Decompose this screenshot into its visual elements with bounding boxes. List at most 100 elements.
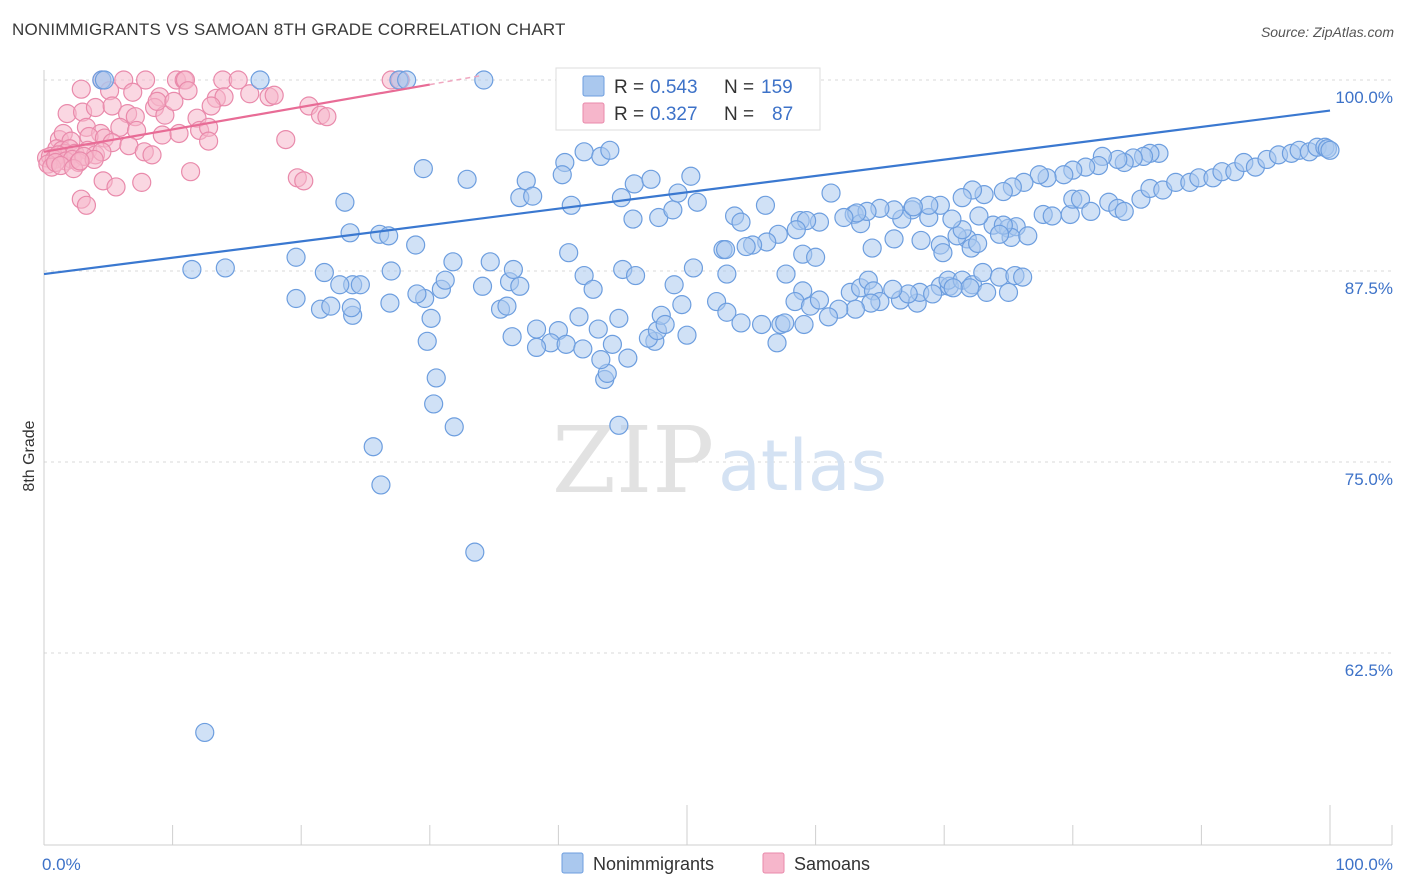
nonimmigrants-point-1	[94, 70, 115, 90]
nonimmigrants-point-226	[655, 314, 675, 335]
legend-swatch-samoans	[582, 102, 605, 124]
nonimmigrants-point-125	[413, 159, 433, 179]
nonimmigrants-point-209	[1013, 267, 1033, 287]
samoans-point-12	[123, 82, 143, 102]
nonimmigrants-point-173	[510, 276, 530, 296]
nonimmigrants-point-143	[717, 264, 737, 284]
nonimmigrants-point-7	[286, 247, 306, 267]
nonimmigrants-point-116	[736, 236, 756, 257]
nonimmigrants-point-189	[767, 333, 787, 353]
nonimmigrants-point-227	[625, 265, 646, 286]
nonimmigrants-point-4	[397, 70, 417, 90]
nonimmigrants-point-17	[611, 188, 632, 208]
nonimmigrants-point-231	[609, 415, 629, 435]
samoans-point-2	[135, 70, 156, 90]
correlation-legend: R = 0.543 N = 159 R = 0.327 N = 87	[555, 67, 821, 131]
nonimmigrants-point-233	[573, 339, 593, 359]
legend-swatch-nonimmigrants	[582, 75, 605, 97]
nonimmigrants-point-60	[1081, 201, 1101, 222]
nonimmigrants-point-56	[1042, 206, 1062, 226]
nonimmigrants-point-124	[457, 169, 477, 189]
nonimmigrants-point-94	[1054, 165, 1074, 185]
nonimmigrants-point-181	[609, 308, 629, 328]
trend-lines	[43, 74, 1331, 276]
watermark: ZIP atlas	[552, 407, 887, 514]
samoans-point-45	[276, 129, 296, 150]
watermark-atlas: atlas	[718, 425, 887, 507]
nonimmigrants-point-51	[969, 206, 989, 226]
nonimmigrants-point-214	[923, 284, 943, 304]
samoans-point-44	[199, 131, 219, 151]
watermark-zip: ZIP	[552, 407, 714, 514]
samoans-point-75	[106, 177, 126, 197]
trend-line-samoans	[43, 83, 430, 153]
samoans-point-33	[152, 125, 172, 145]
bottom-legend-nonimmigrants: Nonimmigrants	[593, 854, 714, 874]
bottom-legend-samoans: Samoans	[794, 854, 870, 874]
samoans-point-14	[178, 81, 198, 101]
nonimmigrants-point-21	[687, 192, 707, 212]
legend-n-value-nonimmigrants: 159	[761, 77, 793, 98]
nonimmigrants-point-31	[821, 183, 841, 203]
nonimmigrants-point-224	[444, 417, 464, 437]
nonimmigrants-point-186	[731, 313, 751, 333]
nonimmigrants-point-113	[786, 220, 806, 240]
legend-r-value-nonimmigrants: 0.543	[650, 77, 698, 98]
samoans-point-80	[240, 84, 260, 104]
y-tick-label-1: 87.5%	[1345, 279, 1393, 298]
nonimmigrants-point-230	[195, 722, 215, 743]
nonimmigrants-point-10	[480, 252, 500, 272]
nonimmigrants-point-179	[583, 279, 603, 299]
nonimmigrants-point-157	[588, 319, 608, 339]
nonimmigrants-point-129	[641, 169, 661, 189]
nonimmigrants-point-212	[960, 278, 980, 298]
nonimmigrants-point-229	[465, 542, 485, 562]
trend-line-nonimmigrants	[43, 109, 1331, 276]
y-tick-labels: 100.0% 87.5% 75.0% 62.5%	[1335, 88, 1393, 680]
nonimmigrants-point-183	[672, 295, 692, 315]
chart-title: NONIMMIGRANTS VS SAMOAN 8TH GRADE CORREL…	[12, 20, 566, 39]
nonimmigrants-point-149	[314, 262, 334, 283]
samoans-point-7	[228, 70, 248, 90]
samoans-point-10	[71, 79, 91, 99]
samoans-point-81	[264, 85, 284, 105]
nonimmigrants-point-139	[574, 265, 594, 286]
nonimmigrants-point-25	[731, 212, 751, 232]
samoans-point-82	[147, 91, 167, 111]
nonimmigrants-point-36	[911, 230, 931, 251]
nonimmigrants-point-221	[794, 314, 814, 335]
nonimmigrants-point-146	[286, 288, 306, 309]
nonimmigrants-point-176	[330, 275, 350, 295]
nonimmigrants-point-34	[884, 229, 904, 249]
nonimmigrants-point-6	[182, 259, 202, 280]
nonimmigrants-point-222	[775, 313, 795, 333]
nonimmigrants-point-9	[443, 252, 463, 272]
nonimmigrants-point-218	[845, 299, 866, 319]
samoans-point-19	[85, 97, 106, 118]
nonimmigrants-point-180	[569, 307, 589, 327]
nonimmigrants-point-5	[474, 70, 494, 90]
x-tick-label-0: 0.0%	[42, 855, 81, 874]
samoans-point-55	[142, 145, 162, 165]
nonimmigrants-point-119	[574, 142, 594, 162]
y-tick-label-2: 75.0%	[1345, 470, 1393, 489]
nonimmigrants-point-121	[600, 140, 620, 160]
nonimmigrants-point-177	[341, 298, 361, 318]
nonimmigrants-point-102	[952, 188, 972, 208]
nonimmigrants-point-192	[809, 290, 830, 310]
nonimmigrants-point-132	[215, 258, 235, 278]
nonimmigrants-point-142	[683, 258, 704, 278]
legend-r-value-samoans: 0.327	[650, 104, 698, 125]
legend-r-label-samoans: R =	[614, 104, 644, 125]
samoans-point-84	[201, 96, 221, 116]
axes	[43, 70, 1393, 846]
samoans-point-28	[317, 107, 337, 127]
samoans-point-71	[181, 162, 201, 182]
samoans-point-76	[132, 172, 152, 192]
legend-r-label-nonimmigrants: R =	[614, 77, 644, 98]
nonimmigrants-point-175	[381, 261, 401, 281]
nonimmigrants-point-171	[472, 276, 493, 296]
nonimmigrants-point-29	[805, 247, 826, 267]
nonimmigrants-point-127	[523, 186, 543, 206]
